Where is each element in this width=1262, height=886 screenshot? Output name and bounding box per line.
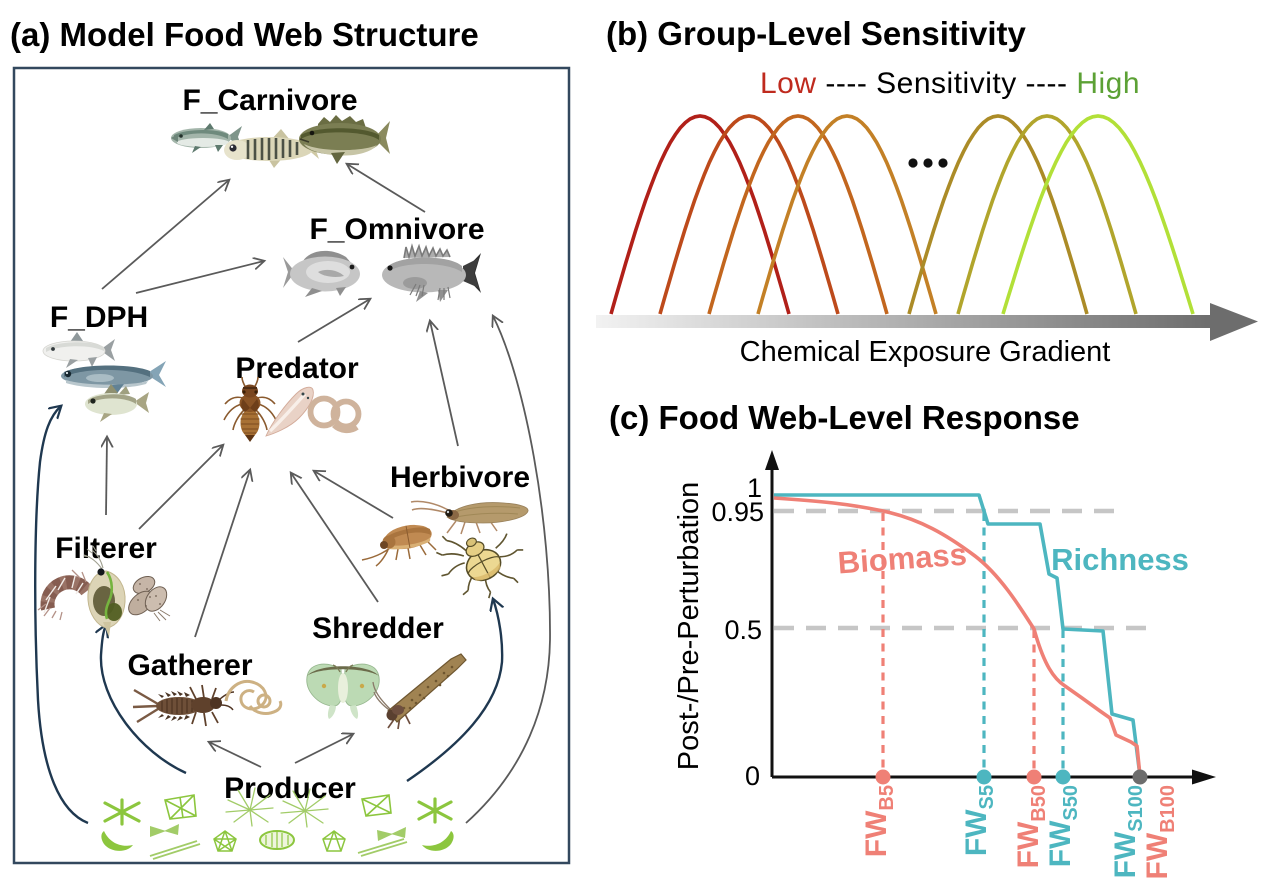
svg-text:F_Carnivore: F_Carnivore xyxy=(182,84,357,117)
svg-text:0: 0 xyxy=(745,761,760,791)
svg-text:0.95: 0.95 xyxy=(711,497,764,527)
svg-text:Low ---- Sensitivity ---- High: Low ---- Sensitivity ---- High xyxy=(760,67,1140,100)
svg-text:F_DPH: F_DPH xyxy=(50,301,148,334)
svg-text:Richness: Richness xyxy=(1051,542,1189,577)
svg-text:F_Omnivore: F_Omnivore xyxy=(309,213,484,246)
svg-text:Producer: Producer xyxy=(224,772,356,805)
svg-text:FWB50: FWB50 xyxy=(1012,785,1050,868)
svg-text:Shredder: Shredder xyxy=(312,612,444,645)
svg-text:0.5: 0.5 xyxy=(724,615,762,645)
svg-text:Post-/Pre-Perturbation: Post-/Pre-Perturbation xyxy=(673,482,705,771)
svg-text:Filterer: Filterer xyxy=(55,532,157,565)
svg-text:Chemical Exposure Gradient: Chemical Exposure Gradient xyxy=(740,336,1111,368)
svg-text:(a) Model Food Web Structure: (a) Model Food Web Structure xyxy=(10,16,479,53)
svg-text:Herbivore: Herbivore xyxy=(390,461,530,494)
svg-text:Biomass: Biomass xyxy=(837,537,968,581)
svg-text:Gatherer: Gatherer xyxy=(127,649,252,682)
svg-text:(c) Food Web-Level Response: (c) Food Web-Level Response xyxy=(609,399,1080,436)
svg-text:FWS5: FWS5 xyxy=(960,785,998,856)
svg-text:(b) Group-Level Sensitivity: (b) Group-Level Sensitivity xyxy=(606,15,1027,52)
svg-text:1: 1 xyxy=(747,473,762,503)
svg-text:FWB5: FWB5 xyxy=(860,785,898,857)
svg-text:Predator: Predator xyxy=(235,352,359,385)
